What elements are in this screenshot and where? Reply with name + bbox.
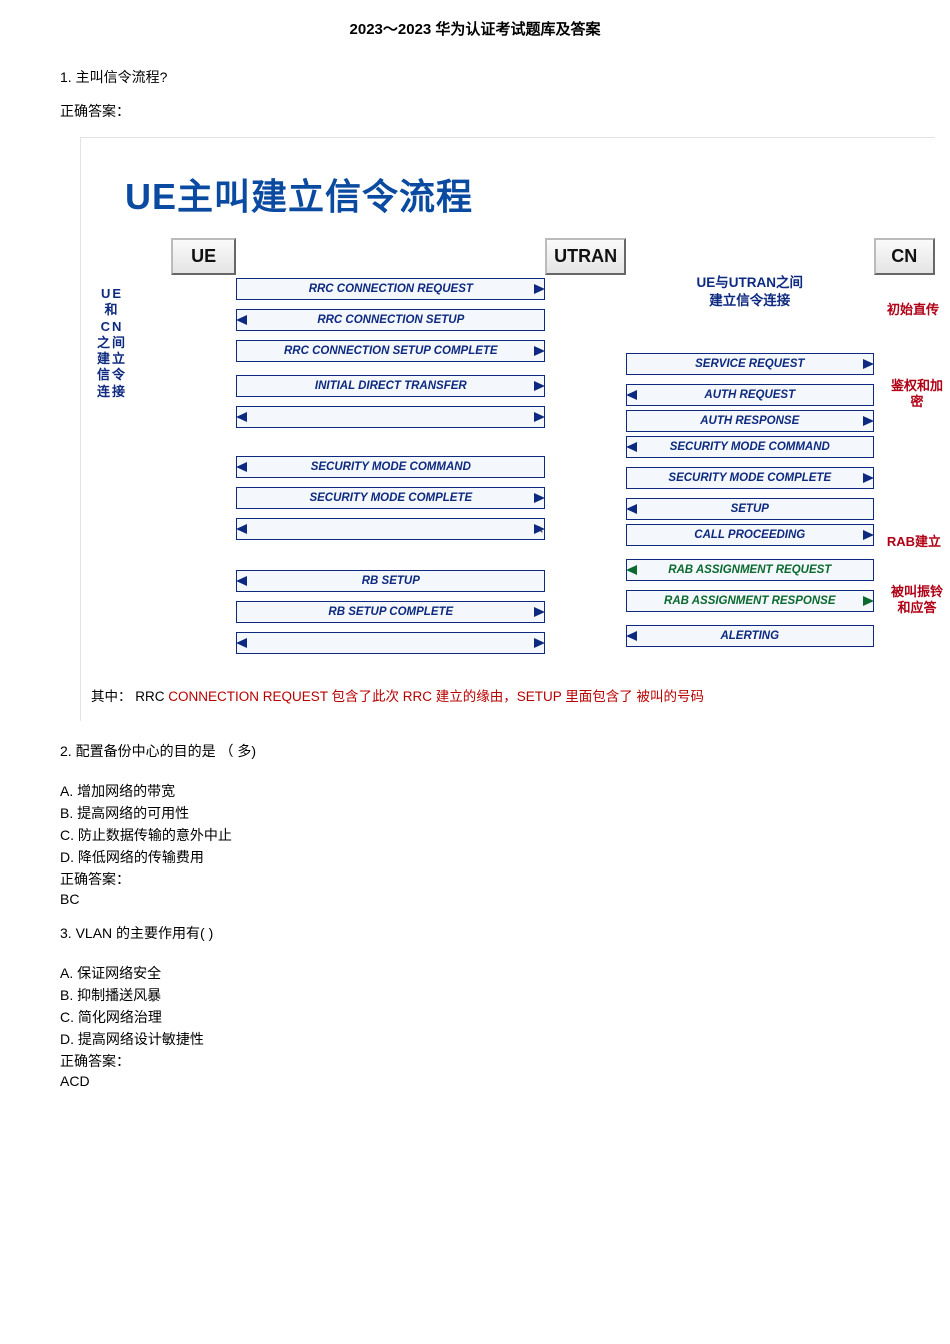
caption-seg5: 里面包含了 被叫的号码 (565, 689, 704, 704)
q3-text: VLAN 的主要作用有( ) (76, 925, 214, 941)
lane-utran-cn: UE与UTRAN之间 建立信令连接 SERVICE REQUEST AUTH R… (626, 238, 874, 657)
header-ue: UE (171, 238, 236, 275)
q3-option-a: A. 保证网络安全 (60, 963, 890, 983)
msg-rrc-setup-complete: RRC CONNECTION SETUP COMPLETE (236, 340, 545, 362)
msg-auth-req: AUTH REQUEST (626, 384, 874, 406)
note-auth: 鉴权和加密 (891, 378, 943, 409)
msg-sec-cmd-ue: SECURITY MODE COMMAND (236, 456, 545, 478)
q2-option-b: B. 提高网络的可用性 (60, 803, 890, 823)
lane-utran: UTRAN (545, 238, 626, 657)
header-cn: CN (874, 238, 935, 275)
caption-seg2: CONNECTION REQUEST 包含了此次 RRC 建立的缘由 (168, 689, 503, 704)
lane-ue: UE (171, 238, 236, 657)
msg-sec-complete-ue: SECURITY MODE COMPLETE (236, 487, 545, 509)
caption-seg4: ，SETUP (503, 689, 565, 704)
msg-rb-setup-complete: RB SETUP COMPLETE (236, 601, 545, 623)
msg-call-proc: CALL PROCEEDING (626, 524, 874, 546)
q1-prompt: 1. 主叫信令流程? (60, 67, 890, 87)
msg-sec-cmd-cn: SECURITY MODE COMMAND (626, 436, 874, 458)
caption-seg1: RRC (135, 689, 168, 704)
q3-option-c: C. 简化网络治理 (60, 1007, 890, 1027)
msg-rab-resp: RAB ASSIGNMENT RESPONSE (626, 590, 874, 612)
figure-left-note: UE 和 CN 之间 建立 信令 连接 (95, 286, 129, 400)
q2-option-c: C. 防止数据传输的意外中止 (60, 825, 890, 845)
msg-empty-2: ↖ (236, 518, 545, 540)
figure-lanes: UE RRC CONNECTION REQUEST RRC CONNECTION… (171, 238, 935, 657)
q2-option-d: D. 降低网络的传输费用 (60, 847, 890, 867)
msg-rrc-setup: RRC CONNECTION SETUP (236, 309, 545, 331)
q3-answer-label: 正确答案： (60, 1051, 890, 1071)
msg-rrc-req: RRC CONNECTION REQUEST (236, 278, 545, 300)
q1-caption: 其中： RRC CONNECTION REQUEST 包含了此次 RRC 建立的… (91, 685, 935, 705)
msg-alerting: ALERTING (626, 625, 874, 647)
msg-rab-req: RAB ASSIGNMENT REQUEST (626, 559, 874, 581)
q2-answer-label: 正确答案： (60, 869, 890, 889)
q1-figure: UE主叫建立信令流程 UE 和 CN 之间 建立 信令 连接 初始直传 鉴权和加… (80, 137, 935, 721)
msg-initial-direct: INITIAL DIRECT TRANSFER (236, 375, 545, 397)
figure-top-note: UE与UTRAN之间 建立信令连接 (626, 272, 874, 316)
q3-number: 3. (60, 925, 72, 941)
note-initial-direct: 初始直传 (887, 302, 939, 318)
note-alert: 被叫振铃和应答 (891, 584, 943, 615)
msg-service-req: SERVICE REQUEST (626, 353, 874, 375)
q1-answer-label: 正确答案： (60, 101, 890, 121)
msg-rb-setup: RB SETUP (236, 570, 545, 592)
header-utran: UTRAN (545, 238, 626, 275)
q3-option-b: B. 抑制播送风暴 (60, 985, 890, 1005)
q1-text: 主叫信令流程? (76, 69, 168, 85)
note-rab: RAB建立 (887, 534, 941, 550)
msg-empty-1 (236, 406, 545, 428)
msg-empty-3 (236, 632, 545, 654)
msg-setup: SETUP (626, 498, 874, 520)
q1-number: 1. (60, 69, 72, 85)
cursor-icon: ↖ (534, 522, 544, 536)
q2-answer: BC (60, 891, 890, 907)
msg-auth-resp: AUTH RESPONSE (626, 410, 874, 432)
page-title: 2023～2023 华为认证考试题库及答案 (0, 0, 950, 43)
figure-title: UE主叫建立信令流程 (125, 168, 935, 220)
q2-text: 配置备份中心的目的是 （ 多) (76, 743, 256, 759)
msg-sec-complete-cn: SECURITY MODE COMPLETE (626, 467, 874, 489)
q2-option-a: A. 增加网络的带宽 (60, 781, 890, 801)
q2-number: 2. (60, 743, 72, 759)
q3-option-d: D. 提高网络设计敏捷性 (60, 1029, 890, 1049)
q3-prompt: 3. VLAN 的主要作用有( ) (60, 923, 890, 943)
lane-ue-utran: RRC CONNECTION REQUEST RRC CONNECTION SE… (236, 238, 545, 657)
content-area: 1. 主叫信令流程? 正确答案： UE主叫建立信令流程 UE 和 CN 之间 建… (0, 43, 950, 1111)
q2-prompt: 2. 配置备份中心的目的是 （ 多) (60, 741, 890, 761)
q3-answer: ACD (60, 1073, 890, 1089)
caption-prefix: 其中： (91, 689, 132, 704)
